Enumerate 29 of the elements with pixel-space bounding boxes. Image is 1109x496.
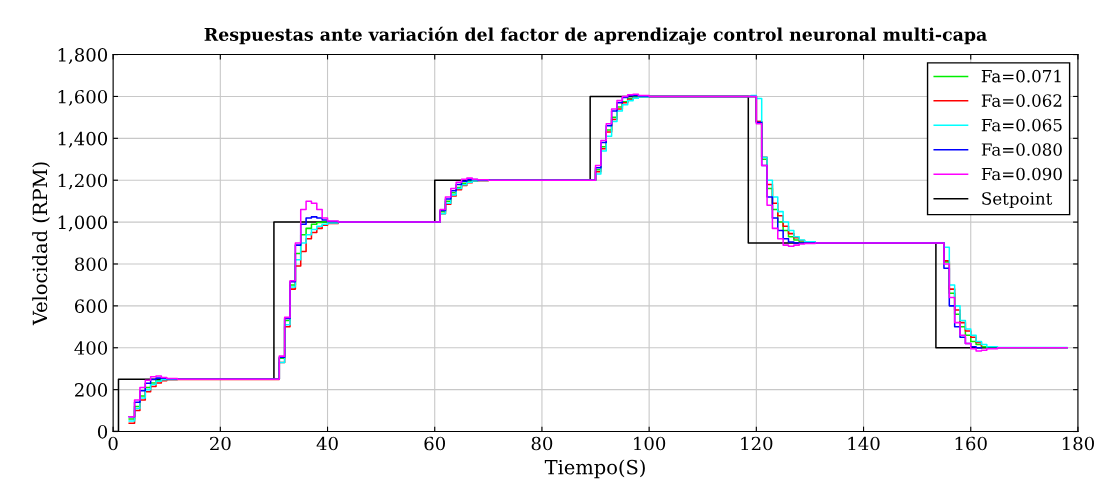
x-tick-label: 20 <box>210 436 231 451</box>
legend-label: Setpoint <box>982 192 1053 209</box>
chart-title: Respuestas ante variación del factor de aprendizaje control neuronal multi-capa <box>204 26 987 45</box>
legend-label: Fa=0.071 <box>981 69 1061 83</box>
legend-label: Fa=0.065 <box>981 118 1062 132</box>
y-tick-label: 200 <box>75 383 108 397</box>
legend-label: Fa=0.062 <box>981 94 1062 107</box>
x-tick-label: 180 <box>1062 436 1094 451</box>
y-tick-label: 1,400 <box>58 131 108 148</box>
legend-label: Fa=0.090 <box>981 167 1062 181</box>
y-tick-label: 600 <box>75 299 108 313</box>
y-tick-label: 1,200 <box>58 173 108 190</box>
x-tick-label: 0 <box>108 436 118 451</box>
x-tick-label: 60 <box>424 436 446 451</box>
y-tick-label: 1,600 <box>58 89 108 106</box>
y-tick-label: 800 <box>75 257 108 272</box>
y-tick-label: 400 <box>74 341 108 355</box>
y-tick-label: 1,000 <box>58 215 108 232</box>
x-axis-title: Tiempo(S) <box>544 459 645 479</box>
x-tick-label: 80 <box>531 436 553 451</box>
y-tick-label: 0 <box>97 424 108 439</box>
x-tick-label: 120 <box>741 436 773 451</box>
x-tick-label: 140 <box>848 436 880 451</box>
y-axis-title: Velocidad (RPM) <box>32 162 50 326</box>
legend-label: Fa=0.080 <box>981 143 1062 156</box>
y-tick-label: 1,800 <box>58 48 108 64</box>
x-tick-label: 40 <box>316 436 338 451</box>
x-tick-label: 100 <box>634 436 666 451</box>
x-tick-label: 160 <box>955 436 987 451</box>
